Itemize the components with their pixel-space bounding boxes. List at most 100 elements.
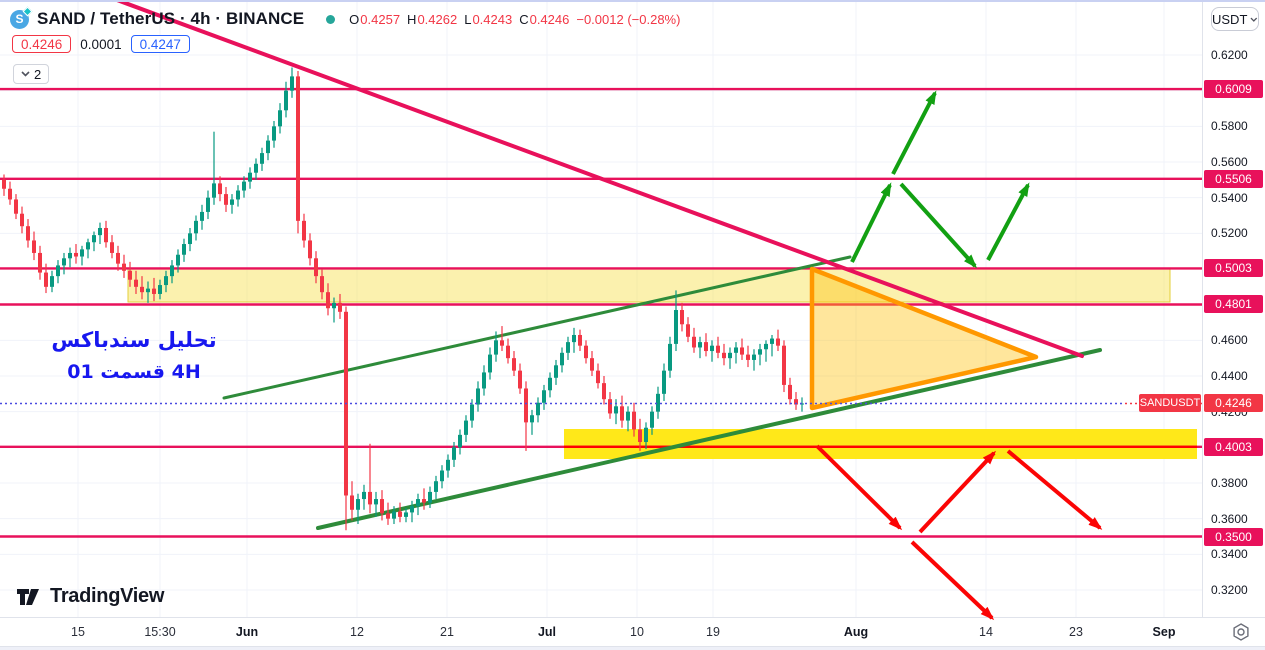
candle-body (38, 252, 42, 273)
candle-body (554, 365, 558, 378)
top-border (0, 0, 1265, 2)
time-tick-14: 14 (979, 625, 993, 639)
candle-body (740, 347, 744, 355)
upper-channel-line (222, 255, 852, 400)
candle-body (722, 352, 726, 359)
candle-body (710, 345, 714, 352)
candle-body (302, 220, 306, 241)
candle-body (230, 199, 234, 205)
candle-body (56, 265, 60, 277)
currency-dropdown-button[interactable]: USDT (1211, 7, 1259, 31)
symbol-title[interactable]: SAND / TetherUS · 4h · BINANCE (37, 9, 305, 28)
bullish-scenario-arrows (850, 90, 1030, 269)
bottom-border (0, 646, 1265, 650)
candle-body (224, 194, 228, 205)
candle-body (470, 404, 474, 421)
sell-price-button[interactable]: 0.4246 (12, 35, 72, 53)
time-tick-10: 10 (630, 625, 644, 639)
support-band-0.40 (564, 429, 1197, 459)
price-level-badge-0.4003: 0.4003 (1204, 437, 1263, 456)
price-level-badge-0.5506: 0.5506 (1204, 169, 1263, 188)
time-tick-12: 12 (350, 625, 364, 639)
ohlc-item: O0.4257 (349, 11, 401, 27)
candle-body (320, 276, 324, 293)
price-label-0.3600: 0.3600 (1211, 511, 1248, 526)
ohlc-values: O0.4257 H0.4262 L0.4243 C0.4246 −0.0012 (−0.… (349, 12, 680, 27)
candle-body (704, 342, 708, 352)
candle-body (596, 370, 600, 384)
candle-body (194, 220, 198, 234)
candle-body (476, 388, 480, 405)
time-tick-19: 19 (706, 625, 720, 639)
candle-body (776, 338, 780, 346)
candle-body (98, 227, 102, 236)
descending-resistance-line (115, 0, 1084, 358)
candle-body (206, 197, 210, 212)
descending-trendline (115, 0, 1084, 358)
candle-body (152, 288, 156, 294)
candle-body (62, 258, 66, 266)
candle-body (74, 252, 78, 257)
candle-body (290, 76, 294, 91)
candle-body (332, 302, 336, 309)
candle-body (410, 506, 414, 513)
candle-body (404, 512, 408, 517)
candle-body (416, 499, 420, 507)
candle-body (506, 345, 510, 359)
bullish-arrow (850, 182, 892, 263)
gridlines (0, 0, 1202, 617)
candle-body (50, 276, 54, 287)
price-label-0.3800: 0.3800 (1211, 476, 1248, 490)
candle-body (452, 447, 456, 460)
candle-body (542, 390, 546, 403)
candle-body (314, 258, 318, 277)
candle-body (86, 242, 90, 250)
tradingview-logo[interactable]: TradingView (16, 585, 164, 608)
candle-body (266, 140, 270, 154)
price-label-0.6200: 0.6200 (1211, 48, 1248, 62)
symbol-price-tag: SANDUSDT (1139, 394, 1201, 413)
chevron-down-icon (21, 71, 30, 77)
candle-body (584, 345, 588, 359)
candle-body (758, 349, 762, 355)
candle-body (296, 76, 300, 221)
candle-body (284, 90, 288, 111)
object-tree-count-button[interactable]: 2 (13, 64, 50, 84)
candle-body (44, 272, 48, 287)
candle-body (110, 242, 114, 253)
candle-body (80, 249, 84, 257)
candle-body (734, 347, 738, 353)
horizontal-level-lines (0, 87, 1202, 538)
candle-body (68, 252, 72, 259)
object-count-label: 2 (34, 66, 42, 82)
candle-body (2, 179, 6, 189)
candle-body (308, 240, 312, 259)
time-axis[interactable]: 15 15:30 Jun 12 21 Jul 10 19 Aug 14 23 Sep (0, 617, 1265, 646)
buy-price-button[interactable]: 0.4247 (130, 35, 190, 53)
candle-body (692, 336, 696, 348)
candle-body (512, 358, 516, 371)
currency-label: USDT (1212, 11, 1248, 27)
candle-body (572, 334, 576, 343)
candle-body (278, 110, 282, 127)
candle-body (422, 499, 426, 503)
candle-body (530, 415, 534, 423)
candle-body (158, 285, 162, 294)
price-label-0.5600: 0.5600 (1211, 155, 1248, 169)
candle-body (350, 495, 354, 510)
price-label-0.5800: 0.5800 (1211, 119, 1248, 134)
price-label-0.4600: 0.4600 (1211, 333, 1248, 348)
axis-settings-icon[interactable] (1231, 622, 1251, 642)
candle-body (182, 244, 186, 255)
tradingview-logo-text: TradingView (50, 585, 165, 607)
candle-body (188, 233, 192, 245)
channel-trendlines (222, 255, 1102, 530)
bearish-arrow (910, 540, 995, 621)
candle-body (674, 310, 678, 344)
candle-body (752, 354, 756, 360)
candle-body (326, 292, 330, 309)
bullish-arrow (986, 182, 1030, 261)
candle-body (560, 352, 564, 366)
